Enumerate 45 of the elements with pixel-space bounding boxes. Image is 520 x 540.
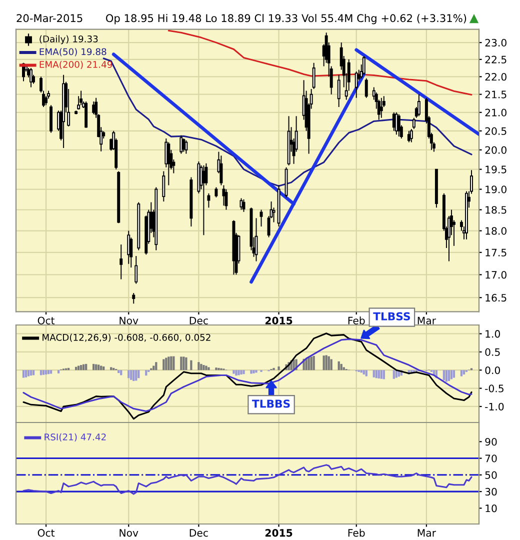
y-tick-label: 20.0 (485, 146, 506, 154)
legend-label: (Daily) 19.33 (40, 35, 98, 44)
y-tick-label: 17.5 (486, 248, 506, 256)
y-tick-label: 70 (485, 454, 497, 462)
y-tick-label: 20.5 (485, 127, 506, 135)
x-tick-label: Feb (348, 316, 365, 324)
y-tick-label: -0.5 (485, 384, 504, 392)
y-tick-label: 10 (486, 504, 497, 512)
y-tick-label: 18.5 (486, 206, 506, 214)
x-tick-label: 2015 (265, 529, 292, 537)
y-tick-label: 22.5 (485, 56, 506, 64)
y-tick-label: 21.5 (485, 90, 506, 98)
x-tick-label: Nov (120, 316, 138, 324)
y-tick-label: 90 (485, 438, 497, 446)
legend-label: MACD(12,26,9) -0.608, -0.660, 0.052 (42, 334, 210, 342)
x-tick-label: 2015 (265, 316, 292, 324)
text: 20-Mar-2015 (16, 14, 82, 22)
legend-label: EMA(200) 21.49 (40, 60, 112, 70)
y-tick-label: -1.0 (485, 402, 504, 410)
annotation: TLBSS (373, 312, 410, 320)
y-tick-label: 17.0 (486, 271, 506, 279)
text: Op 18.95 Hi 19.48 Lo 18.89 Cl 19.33 Vol 55.4M Chg +0.62 (+3.31%) (106, 14, 466, 24)
y-tick-label: 30 (485, 488, 497, 496)
legend-label: RSI(21) 47.42 (44, 433, 106, 442)
annotation: TLBBS (252, 400, 290, 408)
y-tick-label: 19.5 (486, 166, 506, 174)
y-tick-label: 19.0 (486, 186, 506, 194)
x-tick-label: Dec (190, 316, 208, 324)
x-tick-label: Oct (38, 529, 55, 537)
y-tick-label: 0.5 (485, 348, 500, 356)
x-tick-label: Mar (418, 529, 436, 537)
y-tick-label: 23.0 (485, 38, 506, 47)
x-tick-label: Feb (348, 528, 365, 537)
x-tick-label: Dec (190, 529, 208, 537)
y-tick-label: 1.0 (486, 330, 500, 338)
y-tick-label: 18.0 (486, 227, 506, 235)
y-tick-label: 50 (485, 471, 497, 479)
legend-label: EMA(50) 19.88 (40, 48, 106, 56)
x-tick-label: Mar (418, 316, 436, 324)
y-tick-label: 21.0 (485, 108, 506, 116)
x-tick-label: Nov (120, 529, 138, 537)
y-tick-label: 0.0 (485, 366, 500, 374)
x-tick-label: Oct (38, 316, 55, 324)
y-tick-label: 22.0 (485, 73, 506, 81)
y-tick-label: 16.5 (486, 294, 506, 302)
